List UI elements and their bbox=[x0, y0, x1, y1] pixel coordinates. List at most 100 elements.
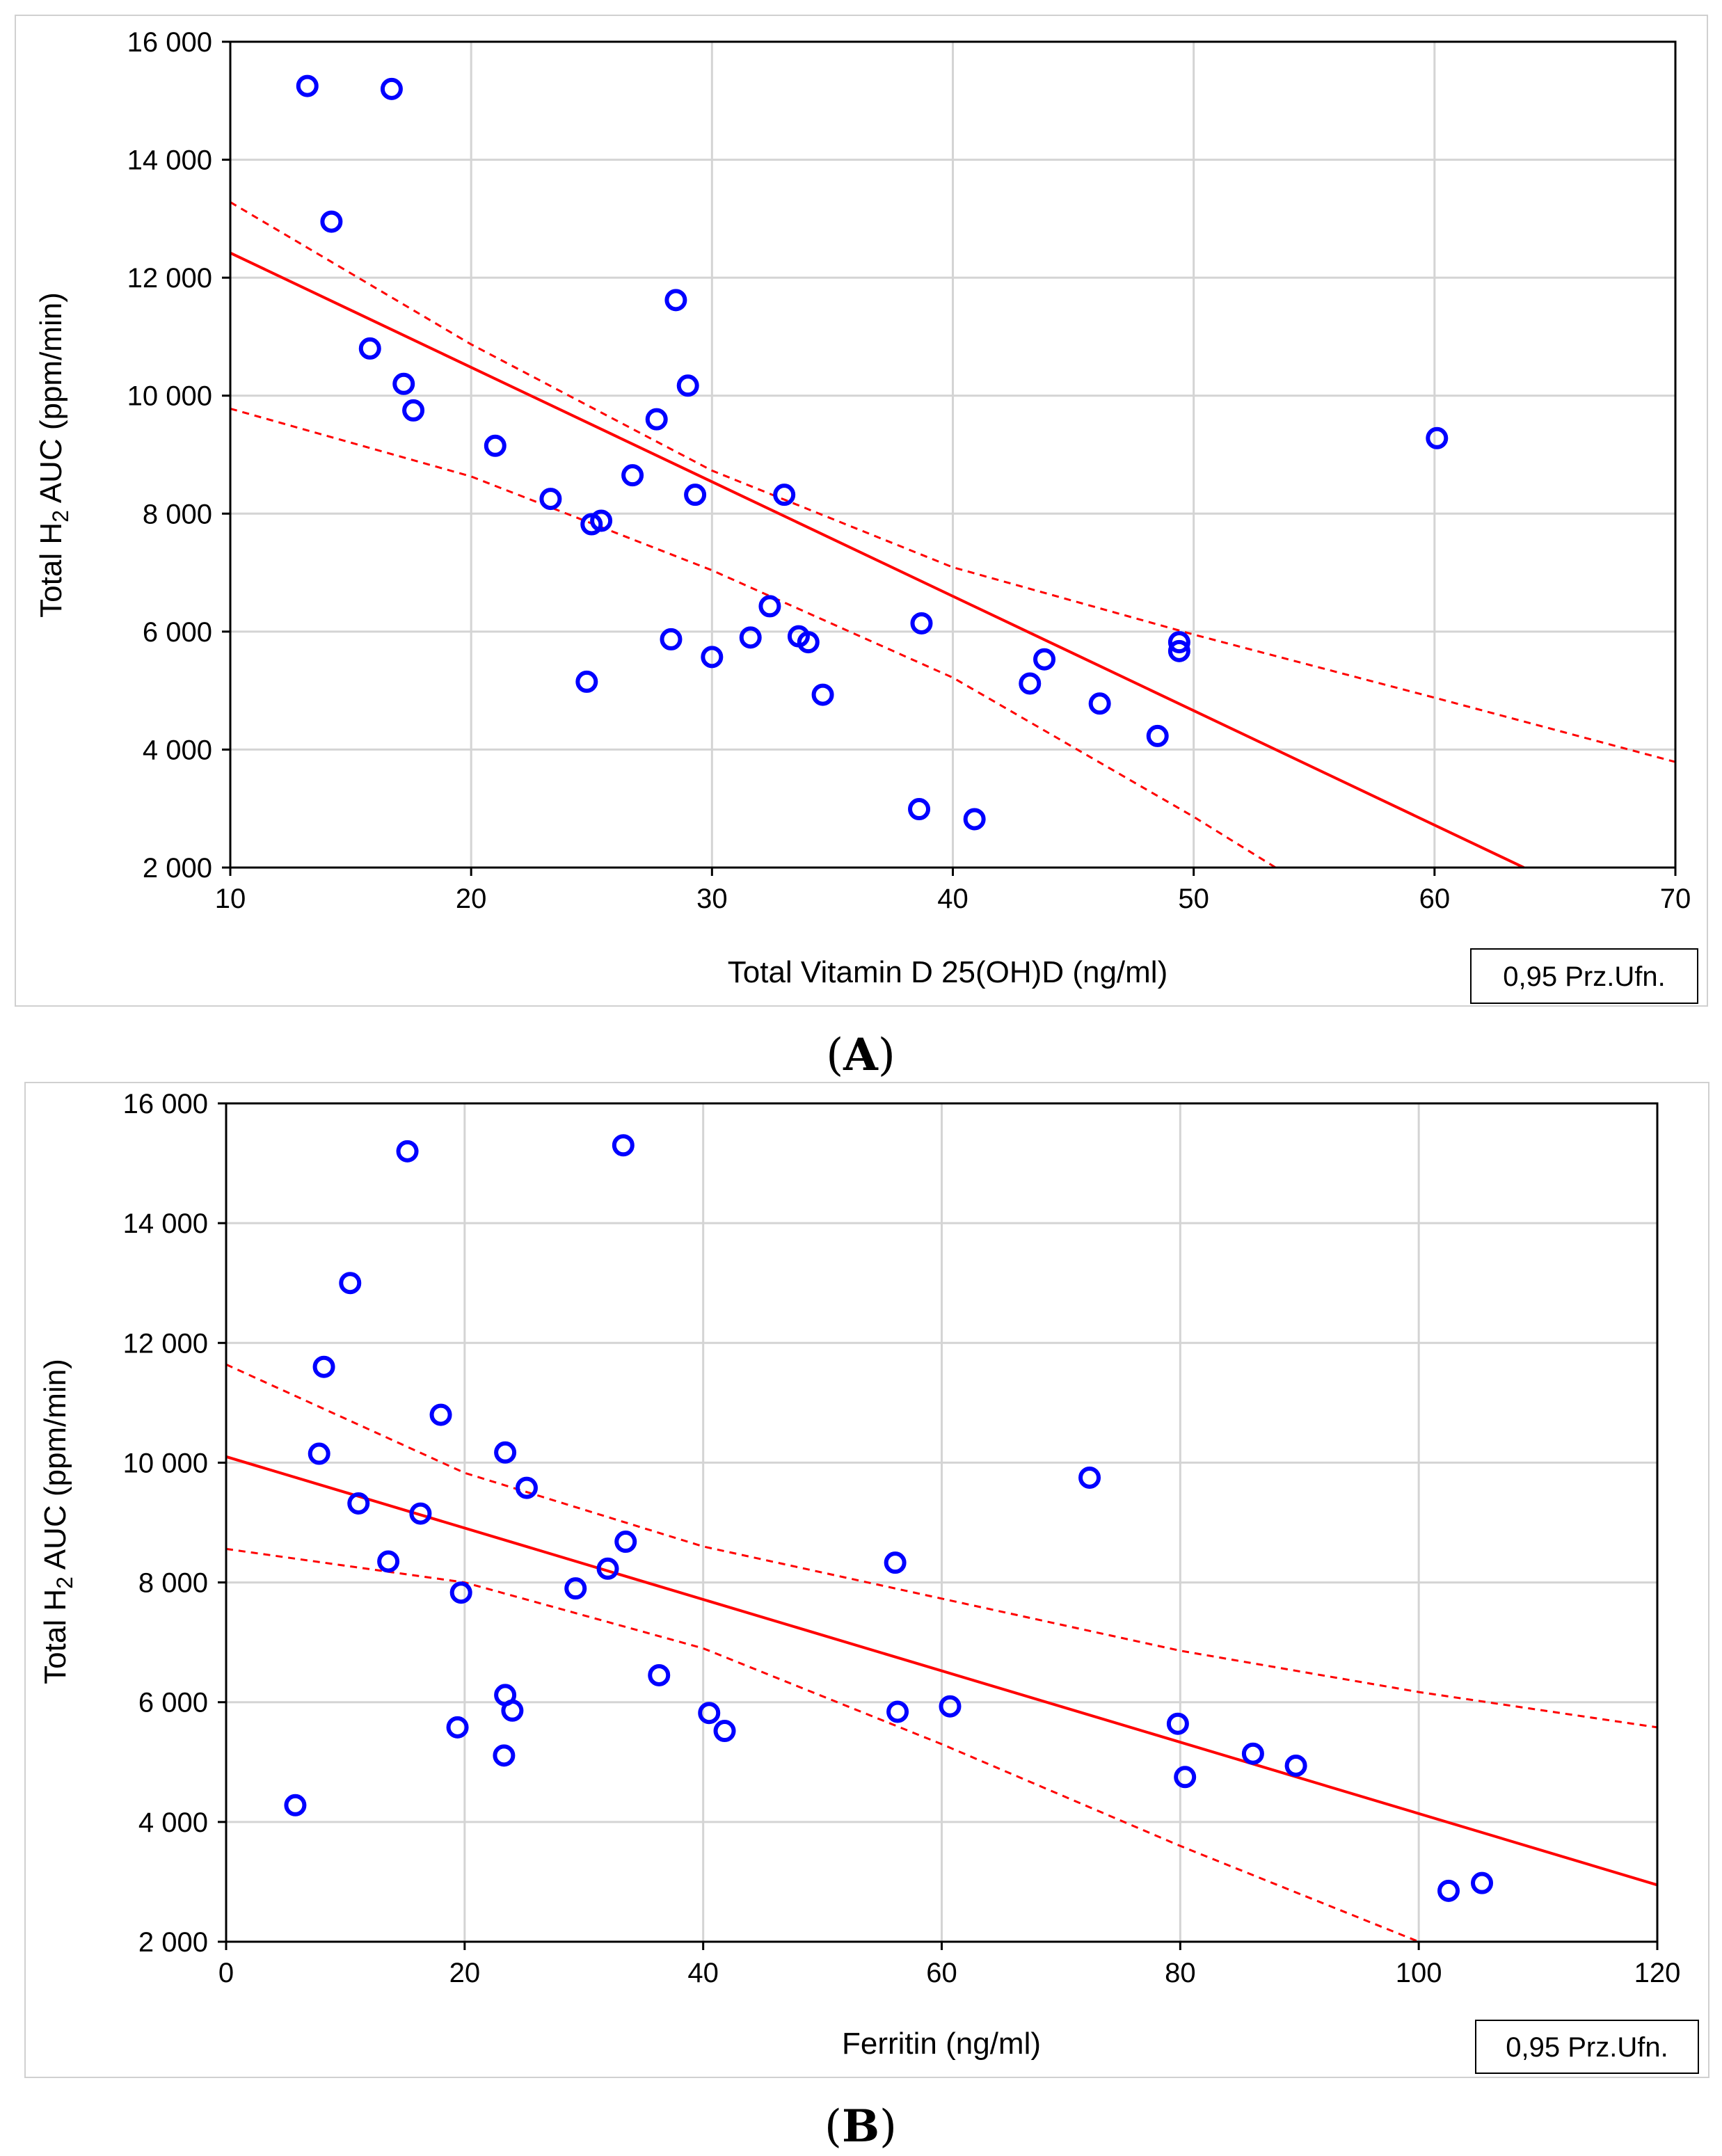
chart-a-background bbox=[15, 15, 1708, 1007]
chart-a-point-11 bbox=[645, 408, 668, 431]
chart-a-point-25 bbox=[908, 798, 931, 821]
chart-b-x-tick-label-0: 0 bbox=[218, 1958, 234, 1988]
chart-b-y-tick-label-0: 2 000 bbox=[138, 1927, 208, 1958]
chart-b-confidence-box bbox=[1475, 2020, 1699, 2074]
chart-b-x-tick-label-4: 80 bbox=[1165, 1958, 1196, 1988]
chart-a-confidence-label: 0,95 Prz.Ufn. bbox=[1503, 961, 1665, 992]
chart-b-point-15 bbox=[446, 1716, 469, 1739]
chart-a-x-tick-label-2: 30 bbox=[696, 884, 728, 914]
chart-a-point-19 bbox=[739, 626, 762, 649]
chart-b-point-2 bbox=[339, 1272, 362, 1295]
chart-b-regression-line bbox=[225, 1455, 1658, 1887]
chart-a-point-22 bbox=[797, 631, 820, 654]
chart-b-confidence-label: 0,95 Prz.Ufn. bbox=[1506, 2032, 1668, 2063]
chart-a-y-tick-label-4: 10 000 bbox=[127, 381, 212, 412]
chart-a-point-33 bbox=[1426, 426, 1449, 449]
panel-label-b: (B) bbox=[824, 2100, 897, 2153]
chart-a-point-1 bbox=[380, 77, 403, 100]
chart-a-y-tick-label-7: 16 000 bbox=[127, 27, 212, 58]
chart-b-grid bbox=[226, 1103, 1657, 1942]
chart-b-point-4 bbox=[429, 1403, 452, 1426]
chart-a-point-15 bbox=[773, 484, 796, 506]
chart-a-regression-lines bbox=[230, 201, 1676, 869]
chart-a-point-6 bbox=[484, 434, 507, 457]
chart-b-y-tick-label-6: 14 000 bbox=[123, 1208, 208, 1239]
chart-b: 0 20 40 60 80 100 120 2 000 4 000 6 000 8 000 10 00… bbox=[24, 1082, 1709, 2078]
chart-b-y-tick-label-3: 8 000 bbox=[138, 1568, 208, 1599]
chart-a-point-28 bbox=[1033, 648, 1056, 671]
chart-b-point-7 bbox=[409, 1502, 432, 1525]
chart-a-point-24 bbox=[910, 612, 933, 634]
chart-a-x-tick-label-0: 10 bbox=[215, 884, 246, 914]
chart-a-x-tick-label-5: 60 bbox=[1419, 884, 1451, 914]
chart-b-y-tick-label-2: 6 000 bbox=[138, 1688, 208, 1718]
chart-b-point-5 bbox=[308, 1442, 330, 1465]
chart-b-point-31 bbox=[1437, 1879, 1460, 1902]
chart-b-point-32 bbox=[1471, 1871, 1494, 1894]
chart-b-confidence-upper bbox=[225, 1363, 1658, 1729]
chart-a-y-tick-label-1: 4 000 bbox=[143, 735, 212, 765]
panel-label-a: (A) bbox=[826, 1029, 895, 1081]
chart-a-x-tick-label-6: 70 bbox=[1660, 884, 1691, 914]
chart-a-point-9 bbox=[590, 509, 613, 532]
chart-a-x-tick-label-1: 20 bbox=[456, 884, 487, 914]
chart-a-x-tick-label-4: 50 bbox=[1178, 884, 1209, 914]
chart-b-y-tick-label-4: 10 000 bbox=[123, 1448, 208, 1478]
chart-a-point-0 bbox=[296, 74, 319, 97]
chart-a-point-30 bbox=[1146, 724, 1169, 747]
chart-a-point-23 bbox=[811, 683, 834, 706]
chart-a-y-tick-label-6: 14 000 bbox=[127, 145, 212, 176]
chart-b-regression-lines bbox=[225, 1363, 1658, 1943]
chart-b-y-tick-label-1: 4 000 bbox=[138, 1807, 208, 1838]
chart-a-y-tick-label-5: 12 000 bbox=[127, 263, 212, 294]
chart-a-x-axis-label: Total Vitamin D 25(OH)D (ng/ml) bbox=[728, 955, 1167, 989]
chart-b-point-0 bbox=[396, 1140, 419, 1163]
chart-b-y-tick-label-7: 16 000 bbox=[123, 1089, 208, 1119]
chart-a-point-20 bbox=[758, 595, 781, 618]
chart-a-point-16 bbox=[575, 670, 598, 693]
chart-b-point-20 bbox=[698, 1702, 721, 1725]
chart-a-y-tick-label-2: 6 000 bbox=[143, 617, 212, 648]
chart-a-point-5 bbox=[402, 399, 425, 422]
chart-b-x-tick-label-3: 60 bbox=[926, 1958, 957, 1988]
chart-b-point-3 bbox=[312, 1355, 335, 1378]
chart-a-point-31 bbox=[1167, 631, 1190, 654]
chart-b-point-30 bbox=[284, 1794, 307, 1816]
chart-a-point-4 bbox=[392, 372, 415, 395]
chart-a-ticks: 10 20 30 40 50 60 70 2 000 4 000 6 000 8 000 10 000… bbox=[127, 27, 1691, 914]
chart-b-point-21 bbox=[713, 1720, 736, 1743]
chart-a-point-27 bbox=[1019, 672, 1042, 695]
chart-a-point-10 bbox=[621, 464, 644, 487]
chart-b-point-13 bbox=[596, 1557, 619, 1580]
chart-b-x-tick-label-1: 20 bbox=[449, 1958, 481, 1988]
chart-b-point-23 bbox=[886, 1700, 909, 1723]
chart-b-y-axis-label: Total H2 AUC (ppm/min) bbox=[38, 1359, 77, 1684]
chart-a-point-12 bbox=[664, 289, 687, 312]
chart-a-points bbox=[296, 74, 1449, 831]
chart-b-background bbox=[24, 1082, 1709, 2078]
chart-a-point-7 bbox=[539, 488, 562, 511]
chart-b-point-26 bbox=[1166, 1712, 1189, 1735]
chart-b-confidence-lower bbox=[225, 1547, 1419, 1943]
chart-b-points bbox=[284, 1134, 1494, 1902]
chart-a-point-29 bbox=[1088, 692, 1111, 715]
chart-b-point-27 bbox=[1174, 1766, 1197, 1789]
chart-b-point-9 bbox=[515, 1476, 538, 1499]
chart-b-x-tick-label-6: 120 bbox=[1634, 1958, 1681, 1988]
chart-b-x-tick-label-5: 100 bbox=[1396, 1958, 1442, 1988]
chart-b-point-8 bbox=[494, 1441, 517, 1464]
chart-a-point-2 bbox=[320, 210, 343, 233]
chart-b-point-25 bbox=[1078, 1466, 1101, 1489]
chart-a-y-tick-label-0: 2 000 bbox=[143, 853, 212, 884]
chart-b-point-10 bbox=[377, 1550, 400, 1573]
chart-b-point-28 bbox=[1241, 1742, 1264, 1765]
chart-b-point-29 bbox=[1284, 1754, 1307, 1777]
chart-b-ticks: 0 20 40 60 80 100 120 2 000 4 000 6 000 8 000 10 00… bbox=[123, 1089, 1681, 1988]
chart-a-confidence-lower bbox=[230, 407, 1277, 869]
chart-b-point-16 bbox=[493, 1744, 516, 1767]
chart-b-point-24 bbox=[939, 1695, 962, 1718]
chart-b-point-1 bbox=[612, 1134, 635, 1157]
chart-a-point-18 bbox=[701, 646, 724, 669]
chart-b-point-12 bbox=[564, 1577, 587, 1600]
chart-b-x-tick-label-2: 40 bbox=[687, 1958, 719, 1988]
